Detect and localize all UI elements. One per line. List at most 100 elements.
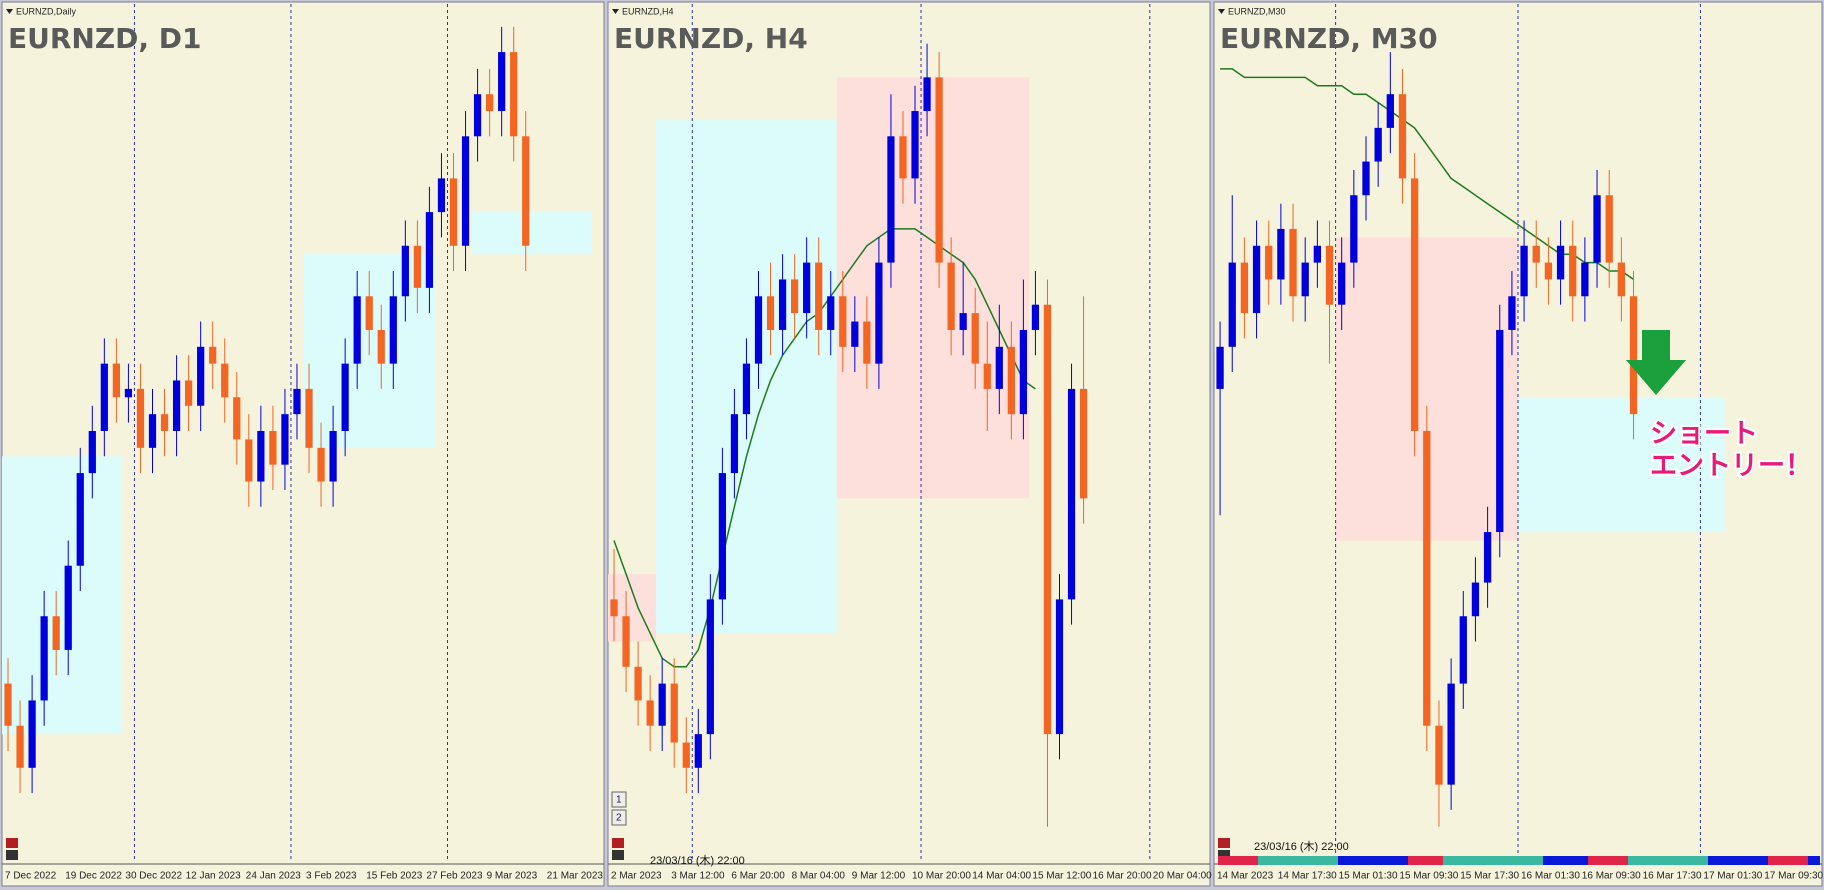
x-tick-label: 15 Feb 2023 xyxy=(366,871,423,882)
candle-body xyxy=(148,414,157,448)
chart-title: EURNZD, D1 xyxy=(8,22,202,55)
candle-body xyxy=(461,136,470,246)
candle-body xyxy=(1447,683,1455,785)
candle-body xyxy=(682,742,690,768)
candle-body xyxy=(413,245,421,288)
panel-icon xyxy=(1218,838,1230,848)
candle-body xyxy=(1313,245,1322,263)
candle-body xyxy=(401,245,409,297)
candle-body xyxy=(718,473,726,600)
chart-panel: 7 Dec 2022 19 Dec 2022 30 Dec 2022 12 Jan 2… xyxy=(1,1,605,887)
candle-body xyxy=(1496,329,1504,533)
x-tick-label: 6 Mar 20:00 xyxy=(731,871,785,882)
chart-panel: 2 Mar 2023 3 Mar 12:00 6 Mar 20:00 8 Mar 04… xyxy=(607,1,1212,887)
candle-body xyxy=(1289,228,1297,297)
candle-body xyxy=(377,329,385,364)
candle-body xyxy=(1252,245,1261,314)
candle-body xyxy=(1374,127,1382,162)
candle-body xyxy=(899,136,907,179)
candle-body xyxy=(1483,532,1492,583)
candle-body xyxy=(791,279,799,314)
subwindow-button[interactable] xyxy=(611,791,627,808)
candle-body xyxy=(172,380,181,431)
candle-body xyxy=(281,414,289,465)
candle-body xyxy=(353,296,361,364)
candle-body xyxy=(754,296,763,364)
candle-body xyxy=(76,473,84,566)
x-tick-label: 3 Mar 12:00 xyxy=(671,871,725,882)
panel-icon xyxy=(612,850,624,860)
candle-body xyxy=(887,136,895,263)
price-zone xyxy=(2,456,123,735)
candle-body xyxy=(947,262,955,330)
candle-body xyxy=(1569,245,1577,297)
candle-body xyxy=(425,212,434,288)
subwindow-button[interactable] xyxy=(611,809,627,826)
sell-arrow xyxy=(1626,330,1686,395)
candle-body xyxy=(197,346,205,406)
candle-body xyxy=(486,94,494,112)
x-tick-label: 16 Mar 17:30 xyxy=(1643,871,1702,882)
candle-body xyxy=(1605,195,1613,263)
candle-body xyxy=(449,178,458,246)
candle-body xyxy=(983,363,991,389)
candle-body xyxy=(815,262,823,330)
chart-panel: 14 Mar 2023 14 Mar 17:30 15 Mar 01:30 15 Ma… xyxy=(1213,1,1824,887)
x-tick-label: 27 Feb 2023 xyxy=(426,871,483,882)
x-tick-label: 10 Mar 20:00 xyxy=(912,871,971,882)
x-tick-label: 30 Dec 2022 xyxy=(125,871,182,882)
candle-body xyxy=(658,683,666,726)
candle-body xyxy=(1277,228,1285,280)
x-tick-label: 2 Mar 2023 xyxy=(611,871,662,882)
moving-average xyxy=(613,228,1036,668)
x-tick-label: 14 Mar 17:30 xyxy=(1278,871,1337,882)
annotation: ショート xyxy=(1650,419,1758,450)
candle-body xyxy=(646,700,654,726)
candle-body xyxy=(622,616,630,667)
candle-body xyxy=(839,296,847,347)
candle-body xyxy=(329,431,337,482)
price-zone xyxy=(836,77,1030,499)
candle-body xyxy=(923,77,931,112)
candle-body xyxy=(88,431,96,474)
candle-body xyxy=(863,321,871,364)
candle-body xyxy=(510,52,518,137)
x-tick-label: 16 Mar 09:30 xyxy=(1582,871,1641,882)
candle-body xyxy=(365,296,373,330)
candle-body xyxy=(1350,195,1358,263)
candle-body xyxy=(1556,245,1565,280)
candle-body xyxy=(1265,245,1273,280)
window-menu-icon xyxy=(612,9,619,14)
candle-body xyxy=(1386,94,1394,128)
candle-body xyxy=(498,52,506,112)
candle-body xyxy=(1079,388,1088,499)
candle-body xyxy=(64,565,72,650)
m30-session-strip xyxy=(1218,856,1820,865)
x-tick-label: 14 Mar 2023 xyxy=(1217,871,1274,882)
x-tick-label: 14 Mar 04:00 xyxy=(972,871,1031,882)
subwindow-button-label: 1 xyxy=(616,795,622,806)
candle-body xyxy=(1435,725,1443,785)
candle-body xyxy=(1581,262,1589,297)
candle-body xyxy=(522,136,530,246)
candle-body xyxy=(959,313,967,330)
candle-body xyxy=(317,447,325,482)
candle-body xyxy=(16,725,24,768)
x-tick-label: 9 Mar 12:00 xyxy=(852,871,906,882)
candle-body xyxy=(293,388,301,415)
candle-body xyxy=(1398,94,1407,179)
candle-body xyxy=(257,431,265,482)
x-tick-label: 20 Mar 04:00 xyxy=(1153,871,1212,882)
candle-body xyxy=(1544,262,1553,280)
candle-body xyxy=(28,700,36,768)
candle-body xyxy=(610,599,618,617)
candle-body xyxy=(1410,178,1419,431)
x-tick-label: 17 Mar 01:30 xyxy=(1703,871,1762,882)
candle-body xyxy=(911,111,919,179)
candle-body xyxy=(935,77,943,263)
candle-body xyxy=(221,363,229,398)
crosshair-timestamp: 23/03/16 (木) 22:00 xyxy=(1254,840,1349,853)
x-tick-label: 16 Mar 01:30 xyxy=(1521,871,1580,882)
candle-body xyxy=(112,363,120,398)
subwindow-button-label: 2 xyxy=(616,813,622,824)
